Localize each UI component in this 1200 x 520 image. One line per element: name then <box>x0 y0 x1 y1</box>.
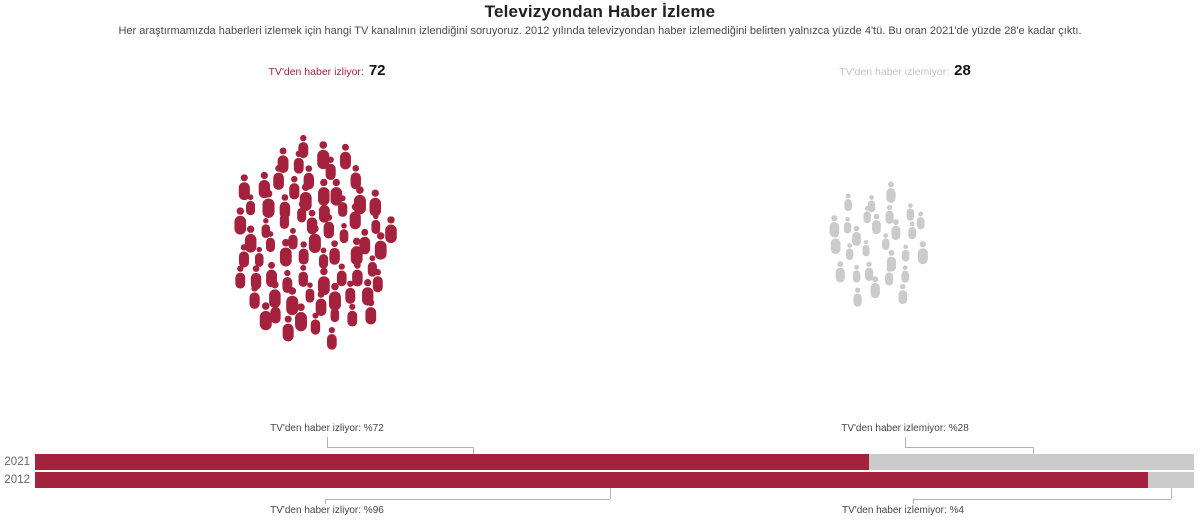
callout-line <box>325 499 610 500</box>
bar-2012 <box>35 472 1194 488</box>
page-subtitle: Her araştırmamızda haberleri izlemek içi… <box>118 25 1082 37</box>
year-label-2021: 2021 <box>4 456 30 468</box>
pictogram-not-watching <box>829 181 928 307</box>
legend-watching-value: 72 <box>368 62 386 79</box>
legend-watching-label: TV'den haber izliyor: <box>268 66 364 78</box>
year-label-2012: 2012 <box>4 474 30 486</box>
callout-line <box>1171 488 1172 499</box>
legend-watching: TV'den haber izliyor: 72 <box>197 62 457 79</box>
annotation-2021-not-watching: TV'den haber izlemiyor: %28 <box>841 423 969 434</box>
callout-line <box>905 437 906 447</box>
page-title: Televizyondan Haber İzleme <box>484 2 716 21</box>
pictogram-watching <box>234 134 397 350</box>
callout-line <box>325 499 326 504</box>
callout-line <box>905 447 1033 448</box>
legend-not-watching: TV'den haber izlemiyor: 28 <box>775 62 1035 79</box>
legend-not-watching-value: 28 <box>954 62 971 79</box>
callout-line <box>913 499 914 504</box>
callout-line <box>1033 447 1034 454</box>
legend-not-watching-label: TV'den haber izlemiyor: <box>839 66 950 78</box>
bar-2021 <box>35 454 1194 470</box>
annotation-2012-not-watching: TV'den haber izlemiyor: %4 <box>842 505 964 516</box>
callout-line <box>327 447 473 448</box>
annotation-2012-watching: TV'den haber izliyor: %96 <box>270 505 384 516</box>
callout-line <box>913 499 1171 500</box>
callout-line <box>473 447 474 454</box>
callout-line <box>610 488 611 499</box>
bar-2021-watching-segment <box>35 454 870 470</box>
callout-line <box>327 437 328 447</box>
annotation-2021-watching: TV'den haber izliyor: %72 <box>270 423 384 434</box>
bar-2012-watching-segment <box>35 472 1148 488</box>
